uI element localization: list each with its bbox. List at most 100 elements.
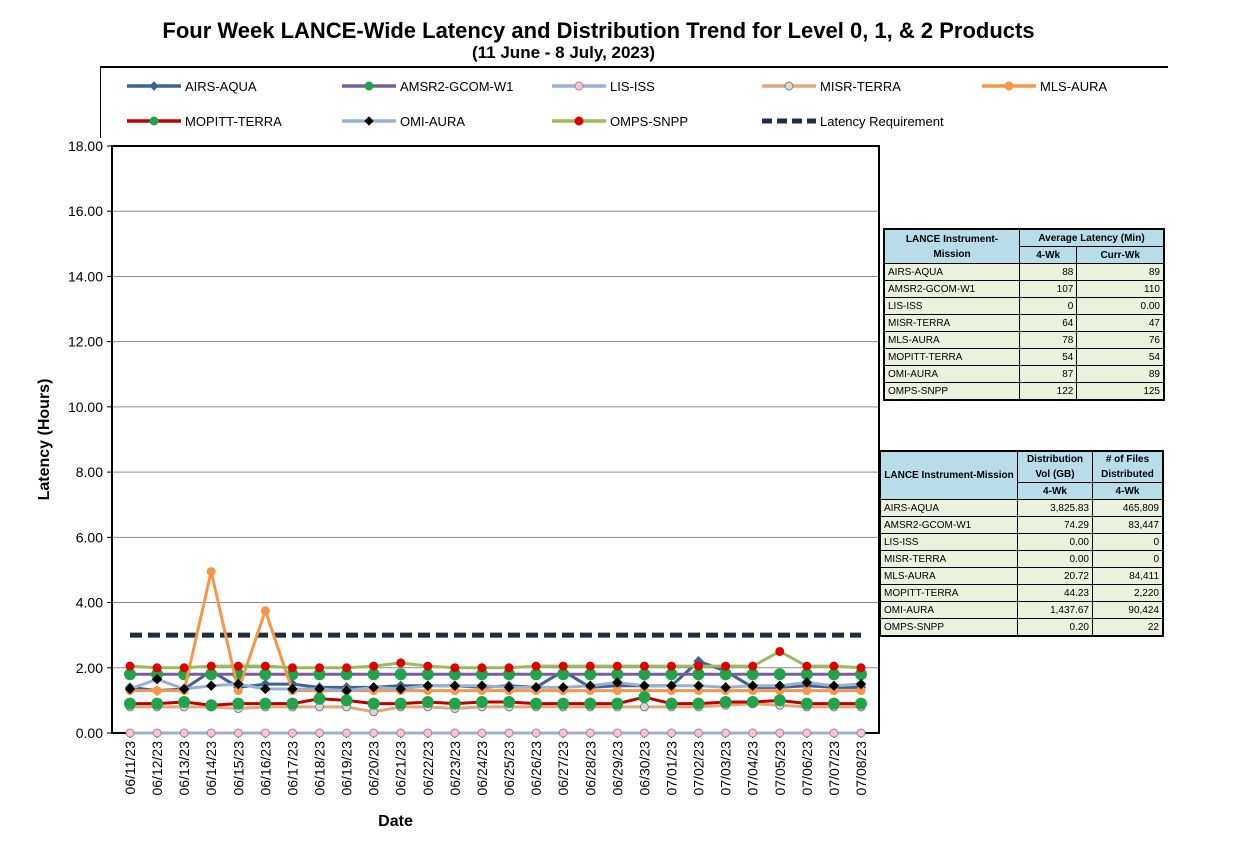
series-point-omi-aura (612, 677, 623, 688)
series-point-lis-iss (369, 728, 379, 738)
dist-table-cell-instrument: OMPS-SNPP (879, 618, 1018, 637)
x-tick-label: 06/30/23 (636, 741, 652, 796)
y-tick-label: 2.00 (76, 660, 103, 676)
dist-table-row: MOPITT-TERRA 44.23 2,220 (879, 584, 1164, 602)
series-point-lis-iss (287, 728, 297, 738)
series-point-mopitt-terra (178, 696, 191, 709)
series-point-mopitt-terra (800, 697, 813, 710)
series-point-lis-iss (342, 728, 352, 738)
series-point-omi-aura (422, 680, 434, 691)
dist-table-cell-b: 83,447 (1092, 516, 1164, 534)
series-point-mopitt-terra (530, 697, 543, 710)
series-point-omi-aura (557, 682, 569, 693)
series-point-mopitt-terra (124, 697, 136, 710)
series-point-mopitt-terra (205, 699, 218, 712)
chart-title: Four Week LANCE-Wide Latency and Distrib… (162, 18, 1035, 43)
x-tick-label: 06/11/23 (122, 741, 138, 795)
legend-swatch-icon (342, 81, 396, 91)
series-point-omi-aura (747, 680, 758, 691)
series-point-mls-aura (152, 686, 162, 696)
series-point-omi-aura (666, 680, 677, 691)
latency-table-cell-a: 0 (1018, 297, 1078, 315)
series-point-lis-iss (802, 728, 812, 738)
dist-table-header-instrument: LANCE Instrument-Mission (879, 450, 1018, 500)
y-tick-label: 16.00 (68, 203, 103, 219)
latency-table-cell-a: 78 (1018, 331, 1078, 349)
latency-table-cell-b: 89 (1076, 263, 1165, 281)
series-point-mopitt-terra (773, 694, 786, 707)
dist-table-subheader-volume-4wk: 4-Wk (1017, 482, 1093, 500)
dist-table-row: OMI-AURA 1,437.67 90,424 (879, 601, 1164, 619)
x-tick-label: 07/01/23 (663, 741, 679, 796)
latency-table-header-instrument: LANCE Instrument-Mission (883, 228, 1020, 264)
dist-table-row: LIS-ISS 0.00 0 (879, 533, 1164, 551)
series-point-omi-aura (585, 680, 596, 691)
legend-label: MOPITT-TERRA (185, 113, 282, 129)
series-point-mls-aura (260, 606, 270, 616)
dist-table-cell-b: 465,809 (1092, 499, 1164, 517)
series-point-lis-iss (396, 728, 406, 738)
x-tick-label: 06/23/23 (447, 741, 463, 796)
series-line-mls-aura (130, 571, 861, 697)
dist-table-cell-instrument: MLS-AURA (879, 567, 1018, 585)
dist-table-cell-a: 3,825.83 (1017, 499, 1093, 517)
legend-item-misr-terra: MISR-TERRA (758, 77, 901, 95)
series-point-mls-aura (802, 686, 812, 696)
latency-table-cell-b: 125 (1076, 382, 1165, 401)
latency-table-cell-instrument: MOPITT-TERRA (883, 348, 1020, 366)
series-point-omps-snpp (721, 661, 731, 671)
latency-table-cell-instrument: LIS-ISS (883, 297, 1020, 315)
series-point-omi-aura (151, 673, 163, 685)
series-point-omps-snpp (802, 661, 812, 671)
series-point-mopitt-terra (448, 697, 461, 710)
x-tick-label: 06/27/23 (555, 741, 571, 796)
latency-table-row: MOPITT-TERRA 54 54 (883, 348, 1165, 366)
series-point-misr-terra (639, 702, 649, 712)
series-point-omi-aura (287, 683, 298, 695)
series-point-omps-snpp (694, 661, 704, 671)
series-point-lis-iss (585, 728, 595, 738)
x-tick-label: 06/14/23 (203, 741, 219, 796)
legend-swatch-icon (127, 116, 181, 126)
series-point-mopitt-terra (475, 696, 488, 709)
y-tick-label: 0.00 (76, 725, 103, 741)
dist-table-subheader-files-4wk: 4-Wk (1092, 482, 1164, 500)
series-point-mopitt-terra (855, 697, 867, 710)
legend-swatch-icon (762, 118, 816, 124)
latency-table-cell-b: 54 (1076, 348, 1165, 366)
x-tick-label: 06/21/23 (393, 741, 409, 796)
series-point-omps-snpp (450, 663, 460, 673)
x-tick-label: 06/13/23 (176, 741, 192, 796)
series-point-mopitt-terra (611, 697, 624, 710)
series-point-amsr2-gcom-w1 (773, 668, 786, 681)
series-point-lis-iss (315, 728, 325, 738)
y-tick-label: 14.00 (68, 268, 103, 284)
series-line-omi-aura (129, 677, 862, 693)
series-point-omi-aura (233, 678, 244, 690)
dist-table-cell-b: 22 (1092, 618, 1164, 637)
latency-table-cell-a: 88 (1018, 263, 1078, 281)
series-point-omi-aura (693, 680, 704, 691)
series-point-omi-aura (395, 683, 406, 695)
series-point-lis-iss (639, 728, 649, 738)
legend-label: LIS-ISS (610, 78, 655, 94)
series-point-omi-aura (124, 683, 136, 695)
series-point-mopitt-terra (557, 697, 570, 710)
dist-table-cell-a: 1,437.67 (1017, 601, 1093, 619)
latency-table-cell-instrument: OMPS-SNPP (883, 382, 1020, 401)
series-point-omps-snpp (179, 663, 189, 673)
latency-table-cell-a: 64 (1018, 314, 1078, 332)
x-tick-label: 06/22/23 (420, 741, 436, 796)
series-point-amsr2-gcom-w1 (394, 668, 407, 681)
latency-table-cell-b: 89 (1076, 365, 1165, 383)
series-point-omps-snpp (342, 663, 352, 673)
latency-table-header-average: Average Latency (Min) (1019, 228, 1165, 247)
series-point-lis-iss (829, 728, 839, 738)
legend-label: AIRS-AQUA (185, 78, 257, 94)
series-point-lis-iss (179, 728, 189, 738)
series-point-mopitt-terra (394, 697, 407, 710)
series-point-omps-snpp (666, 661, 676, 671)
series-point-omps-snpp (423, 661, 433, 671)
legend-label: MLS-AURA (1040, 78, 1108, 94)
series-point-mopitt-terra (584, 697, 597, 710)
